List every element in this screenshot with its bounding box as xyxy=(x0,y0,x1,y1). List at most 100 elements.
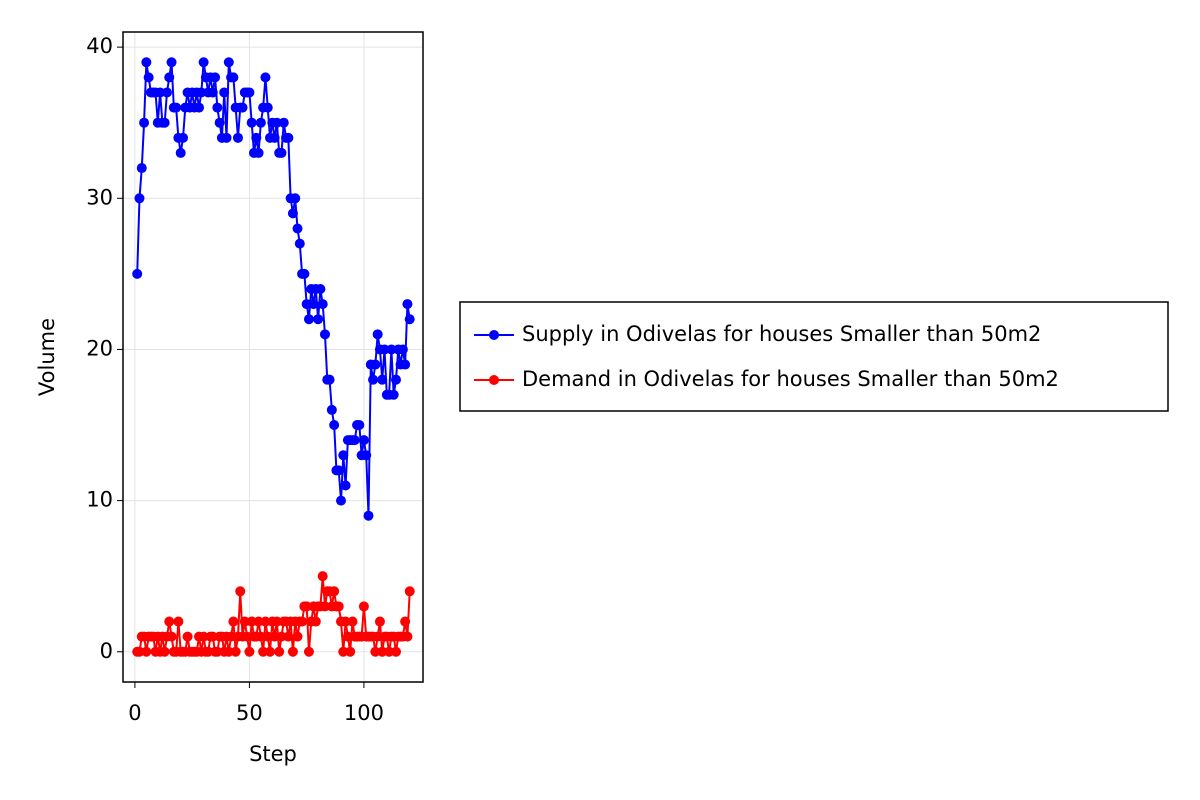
data-point xyxy=(294,238,305,249)
data-point xyxy=(402,631,413,642)
data-point xyxy=(308,299,319,310)
legend-label: Demand in Odivelas for houses Smaller th… xyxy=(522,367,1059,391)
data-point xyxy=(329,586,340,597)
data-point xyxy=(255,117,266,128)
data-point xyxy=(283,132,294,143)
data-point xyxy=(290,193,301,204)
data-point xyxy=(262,102,273,113)
data-point xyxy=(235,586,246,597)
x-axis-label: Step xyxy=(249,742,297,766)
data-point xyxy=(232,132,243,143)
data-point xyxy=(219,87,230,98)
data-point xyxy=(333,601,344,612)
data-point xyxy=(390,374,401,385)
data-point xyxy=(228,616,239,627)
y-tick-label: 40 xyxy=(86,34,113,58)
data-point xyxy=(370,359,381,370)
data-point xyxy=(400,616,411,627)
x-tick-label: 0 xyxy=(128,701,141,725)
data-point xyxy=(246,616,257,627)
data-point xyxy=(276,631,287,642)
data-point xyxy=(303,646,314,657)
data-point xyxy=(345,646,356,657)
data-point xyxy=(283,631,294,642)
data-point xyxy=(132,268,143,279)
data-point xyxy=(223,646,234,657)
data-point xyxy=(196,87,207,98)
plot-frame xyxy=(122,31,424,683)
y-tick-label: 30 xyxy=(86,185,113,209)
y-tick-label: 10 xyxy=(86,488,113,512)
data-point xyxy=(210,72,221,83)
data-point xyxy=(166,57,177,68)
data-point xyxy=(338,450,349,461)
data-point xyxy=(287,208,298,219)
data-point xyxy=(317,299,328,310)
data-point xyxy=(271,117,282,128)
data-point xyxy=(301,601,312,612)
data-point xyxy=(313,314,324,325)
data-point xyxy=(159,117,170,128)
data-point xyxy=(173,616,184,627)
data-point xyxy=(386,344,397,355)
data-point xyxy=(377,374,388,385)
data-point xyxy=(182,631,193,642)
legend-marker xyxy=(489,330,499,340)
data-point xyxy=(358,435,369,446)
data-point xyxy=(244,646,255,657)
data-point xyxy=(361,450,372,461)
x-tick-label: 100 xyxy=(344,701,384,725)
data-point xyxy=(175,147,186,158)
legend-label: Supply in Odivelas for houses Smaller th… xyxy=(522,322,1041,346)
data-point xyxy=(207,631,218,642)
data-point xyxy=(207,87,218,98)
data-point xyxy=(400,359,411,370)
data-point xyxy=(404,314,415,325)
data-point xyxy=(274,646,285,657)
data-point xyxy=(310,616,321,627)
data-point xyxy=(134,646,145,657)
data-point xyxy=(244,87,255,98)
data-point xyxy=(319,601,330,612)
data-point xyxy=(338,646,349,657)
data-point xyxy=(336,495,347,506)
data-point xyxy=(340,616,351,627)
data-point xyxy=(342,631,353,642)
y-tick-label: 0 xyxy=(100,639,113,663)
data-point xyxy=(299,268,310,279)
data-point xyxy=(155,87,166,98)
data-point xyxy=(329,420,340,431)
data-point xyxy=(292,223,303,234)
data-point xyxy=(324,374,335,385)
data-point xyxy=(265,646,276,657)
data-point xyxy=(397,344,408,355)
data-point xyxy=(303,314,314,325)
data-point xyxy=(372,329,383,340)
y-tick-label: 20 xyxy=(86,336,113,360)
data-point xyxy=(260,616,271,627)
data-point xyxy=(161,87,172,98)
data-point xyxy=(404,586,415,597)
data-point xyxy=(255,631,266,642)
data-point xyxy=(242,631,253,642)
data-point xyxy=(276,147,287,158)
data-point xyxy=(358,601,369,612)
data-point xyxy=(258,646,269,657)
data-point xyxy=(223,57,234,68)
data-point xyxy=(292,631,303,642)
data-point xyxy=(260,72,271,83)
data-point xyxy=(319,329,330,340)
data-point xyxy=(379,344,390,355)
data-point xyxy=(203,646,214,657)
data-point xyxy=(297,616,308,627)
data-point xyxy=(390,646,401,657)
data-point xyxy=(141,646,152,657)
data-point xyxy=(226,631,237,642)
data-point xyxy=(237,102,248,113)
data-point xyxy=(326,404,337,415)
data-point xyxy=(230,646,241,657)
data-point xyxy=(212,102,223,113)
data-point xyxy=(198,631,209,642)
